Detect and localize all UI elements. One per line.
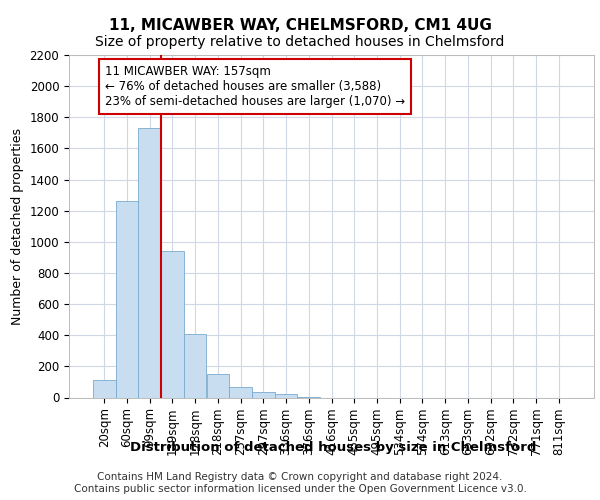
Text: Contains HM Land Registry data © Crown copyright and database right 2024.
Contai: Contains HM Land Registry data © Crown c… [74,472,526,494]
Bar [206,374,229,398]
Bar [161,251,184,398]
Bar [93,380,116,398]
Bar [184,334,206,398]
Bar [116,202,139,398]
Bar [275,394,298,398]
Y-axis label: Number of detached properties: Number of detached properties [11,128,24,325]
Bar [252,392,275,398]
Bar [139,128,161,398]
Bar [298,396,320,398]
Bar [229,387,252,398]
Text: 11 MICAWBER WAY: 157sqm
← 76% of detached houses are smaller (3,588)
23% of semi: 11 MICAWBER WAY: 157sqm ← 76% of detache… [104,65,405,108]
Text: Distribution of detached houses by size in Chelmsford: Distribution of detached houses by size … [130,441,536,454]
Text: 11, MICAWBER WAY, CHELMSFORD, CM1 4UG: 11, MICAWBER WAY, CHELMSFORD, CM1 4UG [109,18,491,32]
Text: Size of property relative to detached houses in Chelmsford: Size of property relative to detached ho… [95,35,505,49]
